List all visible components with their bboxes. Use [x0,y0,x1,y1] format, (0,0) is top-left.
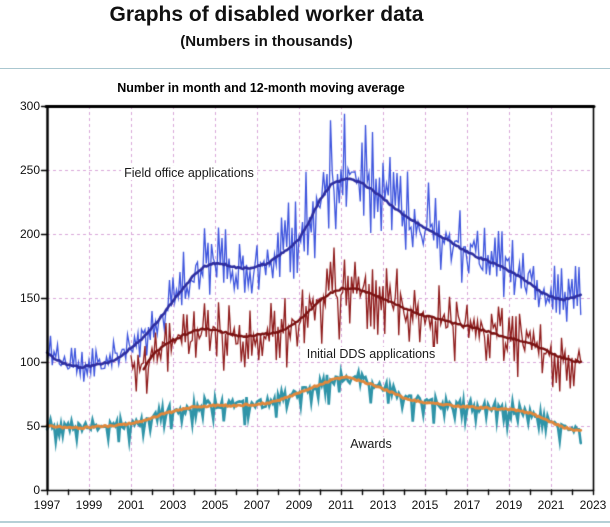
bottom-divider [0,521,610,523]
y-tick-label: 150 [19,291,40,305]
x-tick-label: 2015 [411,498,439,512]
x-tick-label: 2013 [369,498,397,512]
x-tick-label: 2001 [117,498,145,512]
y-tick-label: 250 [19,163,40,177]
series-label: Awards [347,437,395,451]
x-tick-label: 2011 [328,498,354,512]
x-tick-label: 2021 [537,498,565,512]
y-tick-label: 200 [19,227,40,241]
series-label: Initial DDS applications [303,347,439,361]
x-tick-label: 2005 [201,498,229,512]
series-label: Field office applications [121,166,257,180]
y-tick-label: 50 [26,419,40,433]
x-tick-label: 2003 [159,498,187,512]
y-tick-label: 100 [19,355,40,369]
x-tick-label: 2019 [495,498,523,512]
x-tick-label: 2007 [243,498,271,512]
x-tick-label: 1999 [75,498,103,512]
x-tick-label: 1997 [33,498,61,512]
x-tick-label: 2023 [579,498,607,512]
y-tick-label: 0 [33,483,40,497]
x-tick-label: 2009 [285,498,313,512]
y-tick-label: 300 [19,99,40,113]
x-tick-label: 2017 [453,498,481,512]
